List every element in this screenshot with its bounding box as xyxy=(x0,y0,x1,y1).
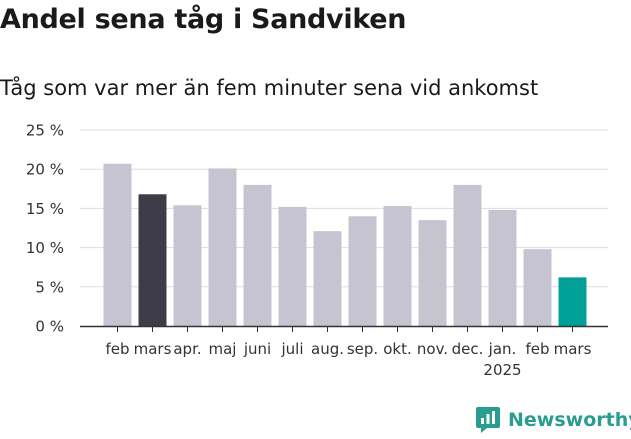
y-tick-label: 5 % xyxy=(35,278,64,296)
bar xyxy=(558,277,587,326)
gridlines xyxy=(80,129,608,288)
bar xyxy=(453,184,482,326)
brand-name: Newsworthy xyxy=(508,409,631,431)
bars xyxy=(103,163,587,326)
y-tick-label: 25 % xyxy=(26,122,64,140)
x-tick-label: juni xyxy=(243,340,271,358)
x-tick-label: apr. xyxy=(173,340,201,358)
bar xyxy=(278,206,307,326)
y-tick-label: 10 % xyxy=(26,239,64,257)
bar xyxy=(418,220,447,326)
bar xyxy=(173,205,202,326)
bar xyxy=(138,194,167,326)
x-tick-label: jan. xyxy=(488,340,517,358)
y-axis-tick-labels: 0 % 5 % 10 % 15 % 20 % 25 % xyxy=(26,122,64,336)
bar xyxy=(243,184,272,326)
chart-title: Andel sena tåg i Sandviken xyxy=(0,4,407,35)
y-tick-label: 0 % xyxy=(35,318,64,336)
bar xyxy=(103,163,132,326)
x-tick-label: dec. xyxy=(452,340,484,358)
bar-chart: 0 %5 %10 %15 %20 %25 % feb mars apr. maj jun… xyxy=(26,122,608,379)
y-tick-label: 15 % xyxy=(26,200,64,218)
bar xyxy=(313,231,342,326)
bar xyxy=(488,209,517,326)
chart-subtitle: Tåg som var mer än fem minuter sena vid … xyxy=(0,76,539,100)
x-tick-label: feb xyxy=(525,340,549,358)
x-tick-label: maj xyxy=(209,340,237,358)
x-tick-label: juli xyxy=(280,340,303,358)
x-tick-label: mars xyxy=(134,340,172,358)
x-tick-label: feb xyxy=(105,340,129,358)
newsworthy-logo-icon xyxy=(476,407,500,433)
bar xyxy=(383,206,412,326)
x-tick-label: okt. xyxy=(383,340,412,358)
x-tick-label: sep. xyxy=(347,340,378,358)
x-tick-label: aug. xyxy=(311,340,344,358)
newsworthy-logo: Newsworthy xyxy=(475,406,631,434)
bar xyxy=(208,168,237,326)
bar xyxy=(523,249,552,326)
x-tick-label: nov. xyxy=(417,340,448,358)
y-tick-label: 20 % xyxy=(26,161,64,179)
x-axis xyxy=(80,325,608,332)
bar xyxy=(348,216,377,326)
x-axis-tick-labels: feb mars apr. maj juni juli aug. sep. okt. nov. de… xyxy=(105,340,591,379)
x-tick-label: mars xyxy=(554,340,592,358)
x-year-label: 2025 xyxy=(483,361,521,379)
